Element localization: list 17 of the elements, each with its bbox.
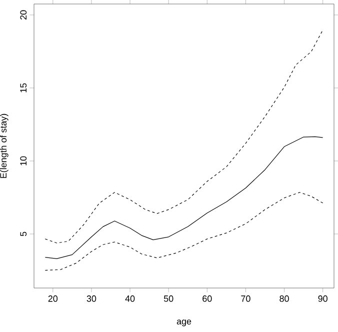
y-tick-label: 5	[20, 232, 27, 236]
y-tick-label: 15	[20, 83, 27, 92]
y-tick-label: 20	[20, 10, 27, 20]
line-series	[44, 30, 324, 244]
x-tick-label: 60	[202, 295, 212, 302]
x-tick-label: 70	[241, 295, 250, 302]
line-series	[44, 136, 324, 259]
x-tick-label: 20	[48, 295, 58, 302]
x-tick-label: 80	[280, 295, 289, 302]
x-tick-label: 50	[164, 295, 174, 302]
x-tick-label: 90	[318, 295, 328, 302]
x-tick-label: 30	[86, 295, 96, 302]
y-axis-title: E(length of stay)	[0, 114, 8, 178]
x-axis-title: age	[176, 320, 192, 326]
line-series	[44, 192, 324, 271]
x-tick-label: 40	[125, 295, 135, 302]
y-tick-label: 10	[20, 156, 27, 166]
